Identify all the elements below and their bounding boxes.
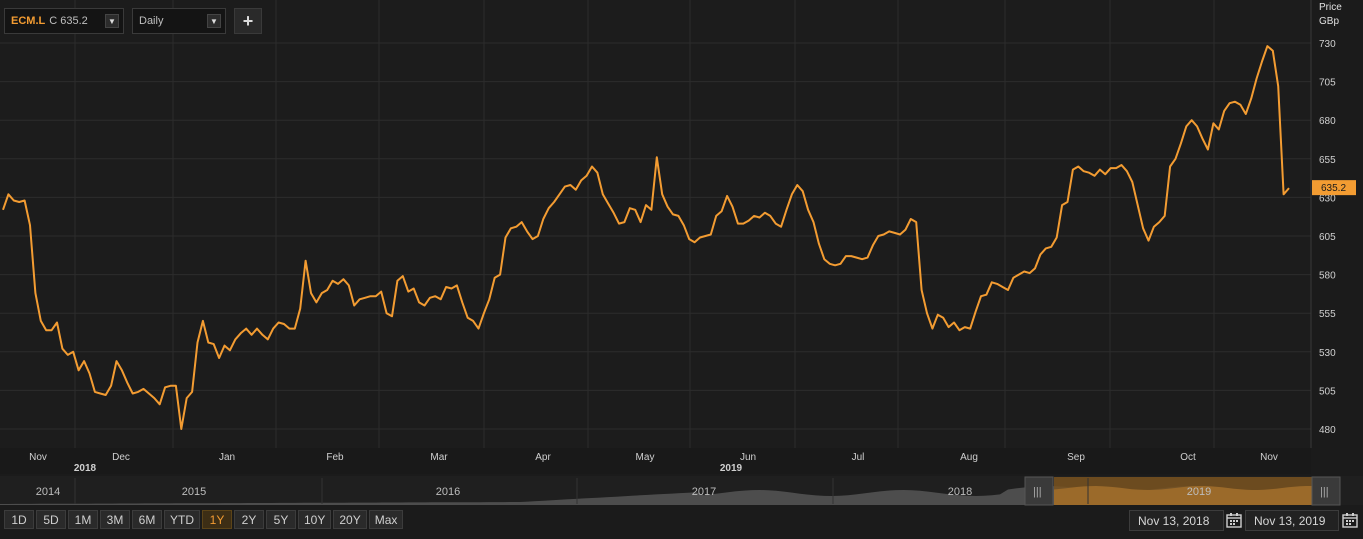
y-tick-label: 480 xyxy=(1319,425,1336,436)
symbol-selector[interactable]: ECM.L C 635.2 ▼ xyxy=(4,8,124,34)
y-tick-label: 605 xyxy=(1319,232,1336,243)
navigator[interactable]: 2014 2015 2016 2017 2018 2019 ||| ||| xyxy=(0,476,1363,506)
navigator-left-handle[interactable] xyxy=(1024,476,1054,506)
range-button-1m[interactable]: 1M xyxy=(68,510,98,529)
chevron-down-icon[interactable]: ▼ xyxy=(207,14,221,28)
y-tick-label: 730 xyxy=(1319,39,1336,50)
navigator-selected-area xyxy=(1054,486,1312,505)
date-from-field[interactable]: Nov 13, 2018 xyxy=(1129,510,1224,531)
grip-icon: ||| xyxy=(1320,486,1329,498)
last-price-value: 635.2 xyxy=(1321,183,1346,194)
y-tick-label: 630 xyxy=(1319,193,1336,204)
range-buttons: 1D 5D 1M 3M 6M YTD 1Y 2Y 5Y 10Y 20Y Max xyxy=(4,510,404,529)
x-tick-label: Mar xyxy=(430,452,448,463)
range-button-3m[interactable]: 3M xyxy=(100,510,130,529)
x-tick-label: Feb xyxy=(326,452,344,463)
interval-selector[interactable]: Daily ▼ xyxy=(132,8,226,34)
navigator-year-label: 2016 xyxy=(436,486,460,498)
x-tick-label: Dec xyxy=(112,452,130,463)
y-tick-label: 655 xyxy=(1319,155,1336,166)
x-tick-label: May xyxy=(636,452,655,463)
navigator-history-area xyxy=(0,486,1312,505)
range-button-5y[interactable]: 5Y xyxy=(266,510,296,529)
x-tick-label: Nov xyxy=(1260,452,1278,463)
y-tick-label: 680 xyxy=(1319,116,1336,127)
x-tick-label: Sep xyxy=(1067,452,1085,463)
navigator-year-labels: 2014 2015 2016 2017 2018 2019 xyxy=(36,478,1211,504)
navigator-year-label: 2017 xyxy=(692,486,716,498)
range-button-max[interactable]: Max xyxy=(368,510,404,529)
x-tick-label: Jan xyxy=(219,452,235,463)
x-tick-label: Jul xyxy=(852,452,865,463)
y-tick-label: 555 xyxy=(1319,309,1336,320)
y-tick-label: 580 xyxy=(1319,271,1336,282)
y-axis-ticks: 480 505 530 555 580 605 630 655 680 705 730 xyxy=(1319,39,1336,436)
add-study-button[interactable]: + xyxy=(234,8,262,34)
chevron-down-icon[interactable]: ▼ xyxy=(105,14,119,28)
range-button-10y[interactable]: 10Y xyxy=(298,510,332,529)
last-price-marker: 635.2 xyxy=(1312,180,1356,196)
x-year-label: 2018 xyxy=(74,463,97,474)
symbol-label: ECM.L xyxy=(11,15,46,27)
range-button-20y[interactable]: 20Y xyxy=(333,510,367,529)
range-button-2y[interactable]: 2Y xyxy=(234,510,264,529)
x-tick-label: Jun xyxy=(740,452,756,463)
navigator-year-label: 2014 xyxy=(36,486,60,498)
date-to-field[interactable]: Nov 13, 2019 xyxy=(1245,510,1339,531)
y-tick-label: 530 xyxy=(1319,348,1336,359)
range-button-6m[interactable]: 6M xyxy=(132,510,162,529)
x-tick-label: Oct xyxy=(1180,452,1196,463)
calendar-icon[interactable] xyxy=(1342,512,1358,528)
range-button-1y[interactable]: 1Y xyxy=(202,510,232,529)
calendar-icon[interactable] xyxy=(1226,512,1242,528)
interval-label: Daily xyxy=(139,15,164,27)
x-tick-label: Aug xyxy=(960,452,978,463)
navigator-year-label: 2019 xyxy=(1187,486,1211,498)
range-button-5d[interactable]: 5D xyxy=(36,510,66,529)
vertical-gridlines xyxy=(74,0,1215,448)
y-tick-label: 705 xyxy=(1319,78,1336,89)
chart-toolbar: ECM.L C 635.2 ▼ Daily ▼ + xyxy=(4,8,262,34)
x-tick-label: Nov xyxy=(29,452,47,463)
navigator-year-label: 2015 xyxy=(182,486,206,498)
range-button-ytd[interactable]: YTD xyxy=(164,510,200,529)
x-axis-band xyxy=(0,448,1311,474)
plot-area[interactable] xyxy=(0,0,1311,448)
y-axis-title: Price xyxy=(1319,2,1342,13)
grip-icon: ||| xyxy=(1033,486,1042,498)
close-price-label: C 635.2 xyxy=(49,15,88,27)
last-price-box xyxy=(1312,180,1356,196)
range-button-1d[interactable]: 1D xyxy=(4,510,34,529)
price-series-line xyxy=(2,45,1290,430)
y-axis-unit: GBp xyxy=(1319,16,1340,27)
x-year-label: 2019 xyxy=(720,463,743,474)
x-axis-ticks: Nov Dec Jan Feb Mar Apr May Jun Jul Aug Sep Oct Nov 2… xyxy=(0,448,1311,474)
navigator-year-label: 2018 xyxy=(948,486,972,498)
y-tick-label: 505 xyxy=(1319,386,1336,397)
x-tick-label: Apr xyxy=(535,452,551,463)
horizontal-gridlines xyxy=(0,42,1311,430)
navigator-right-handle[interactable] xyxy=(1311,476,1341,506)
